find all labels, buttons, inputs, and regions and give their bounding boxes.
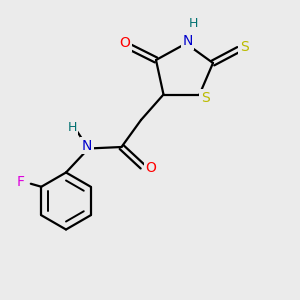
Text: S: S — [240, 40, 249, 53]
Text: O: O — [119, 36, 130, 50]
Text: H: H — [189, 17, 198, 31]
Text: O: O — [146, 161, 156, 175]
Text: F: F — [16, 175, 24, 189]
Text: N: N — [182, 34, 193, 48]
Text: H: H — [67, 121, 77, 134]
Text: S: S — [201, 91, 210, 105]
Text: N: N — [82, 139, 92, 152]
